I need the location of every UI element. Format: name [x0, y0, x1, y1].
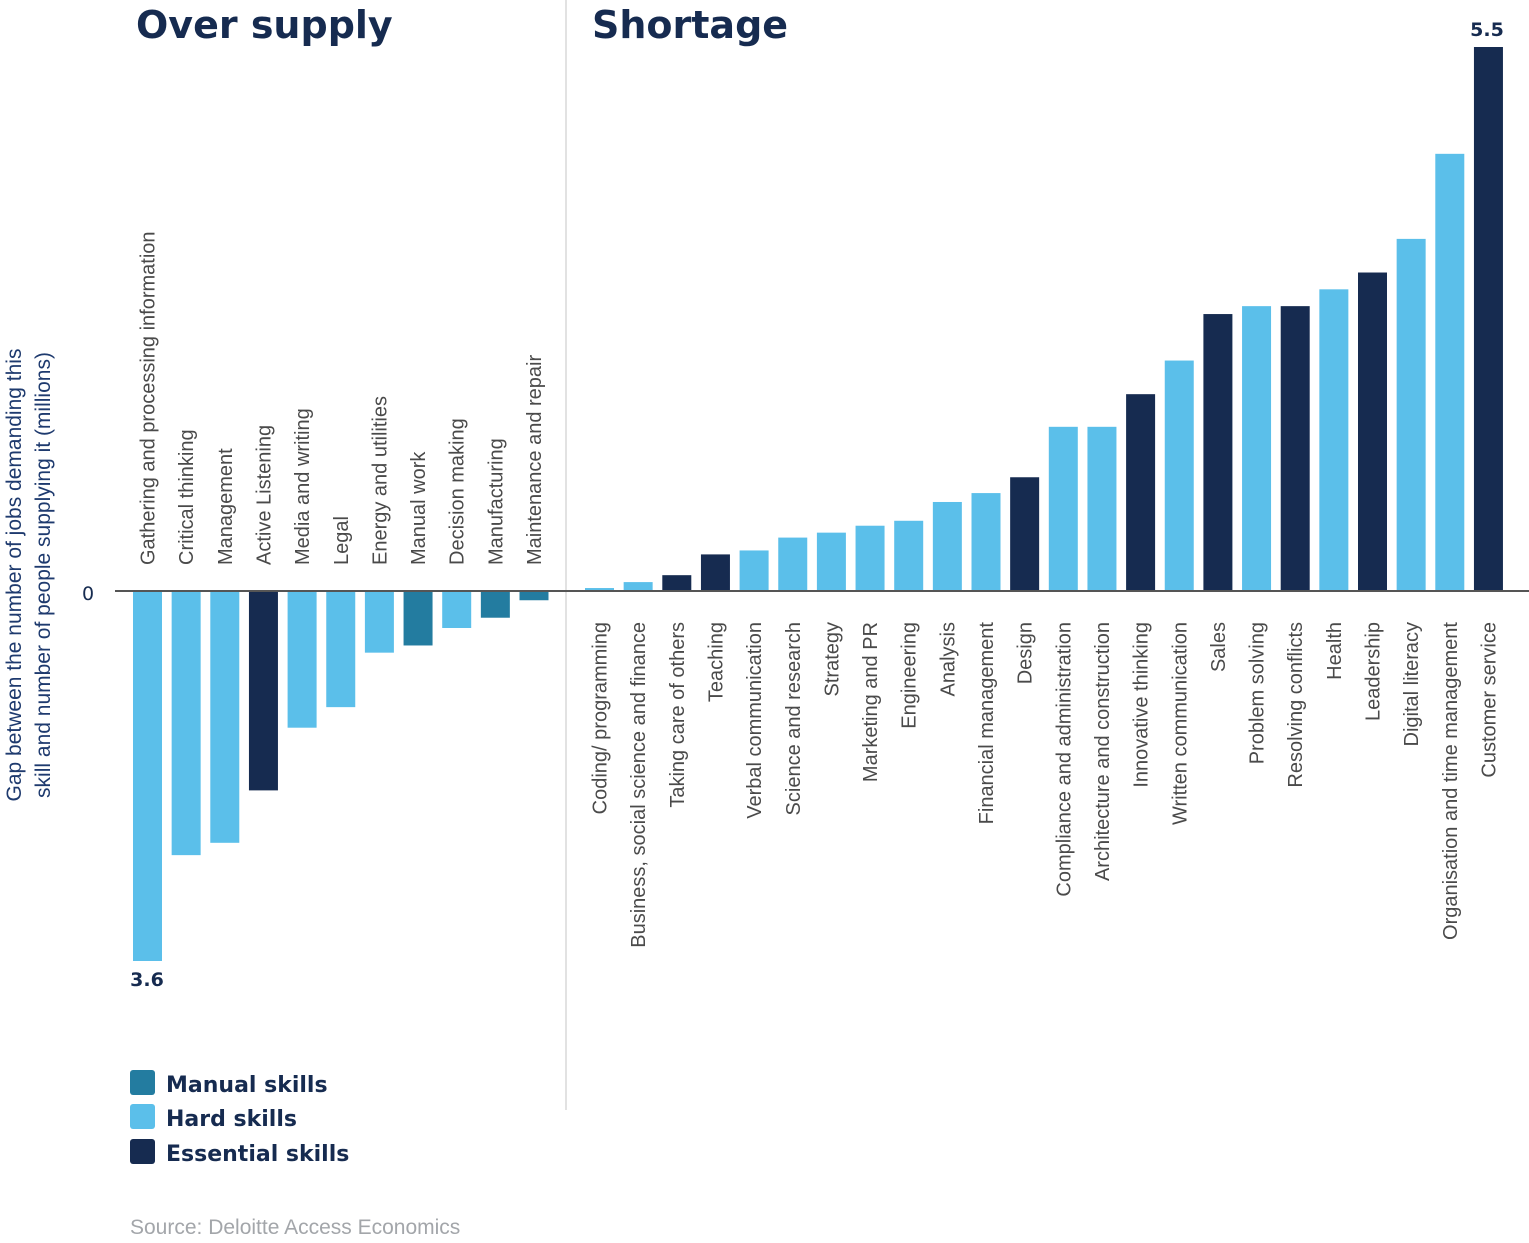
category-label: Maintenance and repair	[524, 355, 546, 565]
bar-financial-management	[971, 493, 1001, 591]
bar-engineering	[894, 520, 924, 591]
category-label: Digital literacy	[1401, 622, 1423, 746]
category-label: Health	[1324, 622, 1346, 680]
bar-architecture-and-construction	[1087, 426, 1117, 591]
category-label: Strategy	[821, 622, 843, 696]
bar-marketing-and-pr	[855, 525, 885, 591]
bar-teaching	[700, 554, 730, 591]
bar-business-social-science-and-finance	[623, 582, 653, 591]
bar-problem-solving	[1242, 306, 1272, 591]
category-label: Gathering and processing information	[138, 231, 160, 565]
bar-digital-literacy	[1396, 238, 1426, 591]
category-label: Written communication	[1169, 622, 1191, 825]
category-label: Compliance and administration	[1053, 622, 1075, 897]
bar-critical-thinking	[171, 591, 201, 856]
legend-swatch-essential	[130, 1139, 155, 1164]
legend-swatch-hard	[130, 1104, 155, 1129]
bar-resolving-conflicts	[1280, 306, 1310, 591]
bar-strategy	[816, 532, 846, 591]
category-label: Sales	[1208, 622, 1230, 672]
y-axis-title: Gap between the number of jobs demanding…	[3, 349, 55, 802]
bar-legal	[326, 591, 356, 708]
legend-label-manual: Manual skills	[166, 1073, 328, 1098]
category-label: Energy and utilities	[369, 396, 391, 565]
panel-title-shortage: Shortage	[592, 3, 788, 47]
bar-energy-and-utilities	[364, 591, 394, 653]
category-label: Critical thinking	[176, 429, 198, 565]
category-label: Organisation and time management	[1440, 622, 1462, 940]
data-label-max: 5.5	[1470, 19, 1504, 41]
y-axis-title-line-1: Gap between the number of jobs demanding…	[3, 349, 26, 802]
bar-active-listening	[248, 591, 278, 791]
bar-taking-care-of-others	[662, 575, 692, 591]
bar-coding-programming	[585, 588, 614, 591]
category-label: Decision making	[447, 418, 469, 565]
bar-maintenance-and-repair	[519, 591, 549, 601]
category-label: Legal	[331, 516, 353, 565]
panel-title-over-supply: Over supply	[136, 3, 393, 47]
category-label: Coding/ programming	[590, 622, 612, 814]
legend-label-essential: Essential skills	[166, 1142, 349, 1167]
legend: Manual skills Hard skills Essential skil…	[130, 1070, 349, 1167]
bar-analysis	[932, 501, 962, 591]
bar-design	[1010, 477, 1040, 591]
category-label: Verbal communication	[744, 622, 766, 819]
category-label: Science and research	[783, 622, 805, 815]
bar-sales	[1203, 314, 1233, 591]
bar-media-and-writing	[287, 591, 317, 728]
category-label: Customer service	[1478, 622, 1500, 778]
zero-tick-label: 0	[82, 583, 94, 605]
y-axis-title-line-2: skill and number of people supplying it …	[32, 352, 55, 798]
category-label: Analysis	[937, 622, 959, 696]
category-label: Active Listening	[253, 425, 275, 565]
bar-science-and-research	[778, 537, 808, 591]
bar-innovative-thinking	[1126, 394, 1156, 591]
bar-verbal-communication	[739, 550, 769, 591]
category-label: Architecture and construction	[1092, 622, 1114, 881]
bar-customer-service	[1473, 47, 1503, 591]
category-label: Engineering	[899, 622, 921, 729]
bar-management	[210, 591, 240, 843]
bar-organisation-and-time-management	[1435, 153, 1465, 591]
category-label: Marketing and PR	[860, 622, 882, 782]
category-label: Financial management	[976, 622, 998, 825]
bar-manufacturing	[480, 591, 510, 618]
category-label: Manufacturing	[485, 438, 507, 565]
legend-label-hard: Hard skills	[166, 1107, 297, 1132]
bar-gathering-and-processing-information	[133, 591, 162, 961]
category-label: Innovative thinking	[1131, 622, 1153, 788]
category-label: Leadership	[1363, 622, 1385, 721]
category-label: Design	[1015, 622, 1037, 684]
legend-swatch-manual	[130, 1070, 155, 1095]
bar-written-communication	[1164, 360, 1194, 591]
bar-health	[1319, 289, 1349, 591]
bar-manual-work	[403, 591, 433, 646]
category-label: Problem solving	[1247, 622, 1269, 764]
category-label: Media and writing	[292, 408, 314, 565]
category-label: Manual work	[408, 451, 430, 565]
category-label: Teaching	[705, 622, 727, 702]
bar-decision-making	[442, 591, 472, 628]
category-label: Management	[215, 448, 237, 565]
category-label: Business, social science and finance	[628, 622, 650, 948]
data-label-min: 3.6	[130, 969, 164, 991]
bar-leadership	[1358, 272, 1387, 591]
category-label: Taking care of others	[667, 622, 689, 808]
bar-compliance-and-administration	[1048, 426, 1078, 591]
category-label: Resolving conflicts	[1285, 622, 1307, 788]
source-note: Source: Deloitte Access Economics	[130, 1216, 460, 1239]
